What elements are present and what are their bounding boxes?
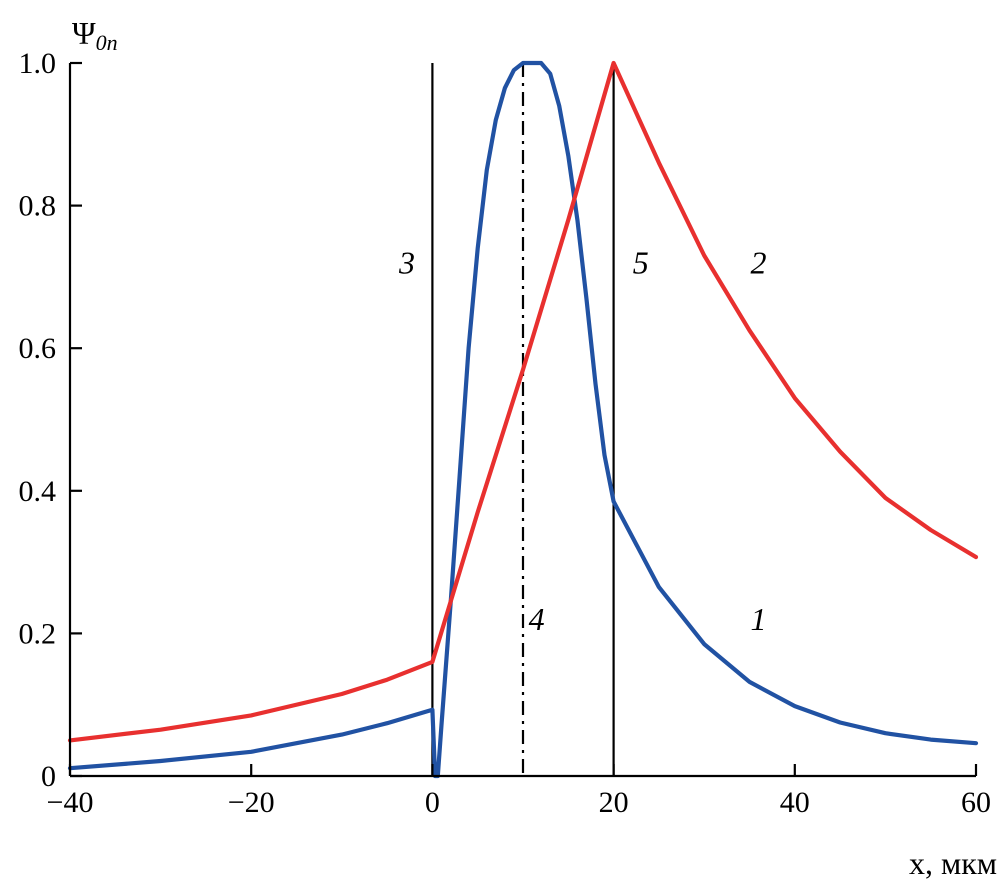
vertical-marker-layer <box>431 63 615 776</box>
vertical-marker-4-label: 4 <box>529 601 545 637</box>
y-tick-label: 0.6 <box>19 332 57 365</box>
series-2-line <box>67 60 979 743</box>
x-tick-label: −20 <box>228 786 275 819</box>
y-tick-label: 0.8 <box>19 190 57 223</box>
y-tick-label: 1.0 <box>19 47 57 80</box>
x-tick-label: 60 <box>961 786 991 819</box>
vertical-marker-5-label: 5 <box>633 244 649 280</box>
y-axis-title-main: Ψ <box>72 15 96 51</box>
x-tick-label: 20 <box>599 786 629 819</box>
x-tick-label: 0 <box>425 786 440 819</box>
x-tick-label: −40 <box>47 786 94 819</box>
y-tick-label: 0.2 <box>19 617 57 650</box>
y-tick-label: 0.4 <box>19 475 57 508</box>
series-1-label: 1 <box>751 601 767 637</box>
series-1-line <box>67 60 979 779</box>
series-2-label: 2 <box>751 244 767 280</box>
x-axis-title: x, мкм <box>909 845 997 881</box>
vertical-marker-3-label: 3 <box>398 244 415 280</box>
y-tick-label: 0 <box>41 760 56 793</box>
series-layer <box>67 60 979 779</box>
y-axis-title-sub: 0n <box>96 30 118 55</box>
tick-layer: −40 −20 0 20 40 60 0 0.2 0.4 0.6 0.8 1.0 <box>19 47 992 819</box>
curve-label-layer: 1 2 3 4 5 <box>398 244 767 637</box>
x-tick-label: 40 <box>780 786 810 819</box>
y-axis-title: Ψ0n <box>72 15 118 55</box>
